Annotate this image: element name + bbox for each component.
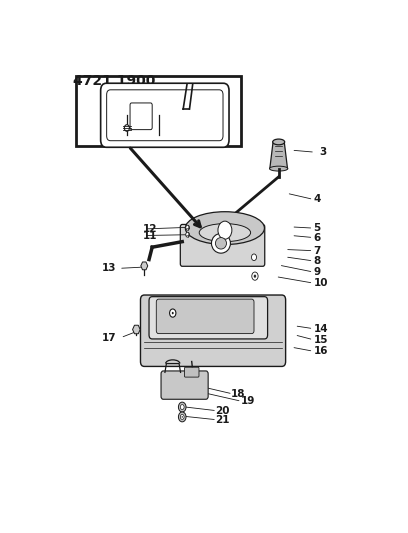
Text: 2: 2 (155, 98, 163, 108)
FancyBboxPatch shape (101, 83, 229, 147)
Text: 5: 5 (313, 223, 321, 233)
Text: 3: 3 (320, 147, 327, 157)
Circle shape (178, 402, 186, 412)
Text: 7: 7 (313, 246, 321, 256)
FancyBboxPatch shape (184, 367, 199, 377)
Ellipse shape (199, 224, 251, 241)
Text: 20: 20 (215, 406, 230, 416)
Circle shape (251, 254, 257, 261)
Circle shape (182, 416, 183, 418)
FancyBboxPatch shape (161, 371, 208, 399)
Text: 13: 13 (102, 263, 116, 273)
Text: 9: 9 (313, 267, 321, 277)
FancyBboxPatch shape (106, 90, 223, 141)
Circle shape (178, 412, 186, 422)
Text: 21: 21 (215, 415, 230, 425)
Text: 6: 6 (313, 232, 321, 243)
Circle shape (170, 309, 176, 317)
Text: 8: 8 (313, 256, 321, 266)
FancyBboxPatch shape (149, 297, 268, 339)
Circle shape (172, 312, 174, 314)
Bar (76, 76, 241, 146)
FancyBboxPatch shape (140, 295, 286, 366)
FancyBboxPatch shape (156, 299, 254, 334)
Circle shape (180, 405, 184, 409)
Ellipse shape (270, 166, 288, 171)
Text: 14: 14 (313, 324, 328, 334)
Text: 4721 1900: 4721 1900 (73, 74, 155, 88)
Circle shape (180, 415, 184, 419)
Text: 10: 10 (313, 278, 328, 288)
Text: 4: 4 (313, 195, 321, 204)
Ellipse shape (211, 233, 231, 253)
Ellipse shape (273, 139, 285, 145)
Circle shape (252, 272, 258, 280)
Text: 18: 18 (231, 389, 246, 399)
Text: 22: 22 (162, 308, 176, 318)
FancyBboxPatch shape (130, 103, 152, 130)
Text: 16: 16 (313, 346, 328, 356)
Circle shape (218, 221, 232, 239)
Text: 12: 12 (143, 224, 157, 234)
Circle shape (124, 125, 129, 131)
Circle shape (186, 225, 189, 230)
Text: 15: 15 (313, 335, 328, 345)
Ellipse shape (185, 212, 264, 245)
Polygon shape (270, 143, 288, 168)
Text: 19: 19 (241, 397, 255, 406)
FancyBboxPatch shape (180, 224, 265, 266)
Circle shape (254, 275, 256, 277)
Circle shape (186, 232, 189, 237)
Text: 17: 17 (102, 333, 116, 343)
Text: 11: 11 (143, 230, 157, 240)
Ellipse shape (215, 238, 226, 249)
Text: 1: 1 (121, 98, 128, 108)
